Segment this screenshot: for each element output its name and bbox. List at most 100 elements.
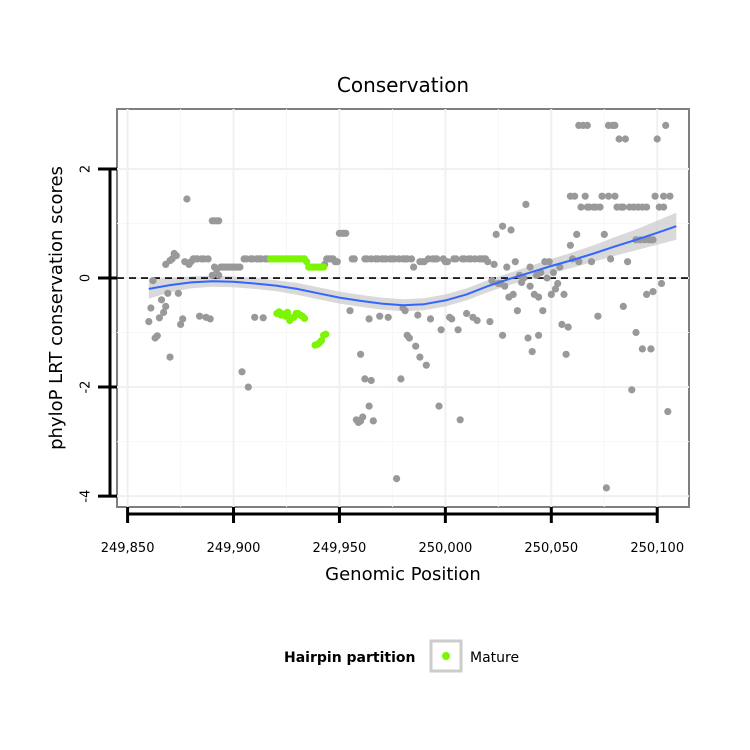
data-point <box>359 413 367 421</box>
data-point <box>499 222 507 230</box>
data-point <box>183 195 191 203</box>
smooth-trend-line <box>148 225 677 307</box>
data-point <box>660 192 668 200</box>
data-point <box>397 375 405 383</box>
data-point <box>361 375 369 383</box>
data-point <box>535 293 543 301</box>
data-point <box>638 345 647 353</box>
data-point <box>410 263 418 271</box>
data-point <box>473 316 481 325</box>
data-point <box>463 309 471 318</box>
data-point <box>522 200 530 208</box>
data-point <box>153 332 161 340</box>
data-point <box>426 315 435 323</box>
x-tick-label: 249,900 <box>207 541 261 556</box>
legend-label-mature: Mature <box>470 650 519 666</box>
data-point <box>145 318 153 326</box>
data-point <box>164 289 172 297</box>
data-point <box>664 408 672 416</box>
data-point <box>149 277 157 285</box>
data-point <box>157 296 166 304</box>
data-point <box>647 345 655 353</box>
data-point <box>556 263 564 271</box>
data-point <box>179 315 187 323</box>
data-point <box>484 258 492 266</box>
data-point <box>651 192 659 200</box>
data-point <box>598 192 606 200</box>
data-point <box>155 314 163 322</box>
data-point <box>174 289 182 297</box>
data-point <box>422 361 430 369</box>
data-point <box>215 271 223 279</box>
data-point <box>251 313 259 321</box>
data-point <box>649 236 657 244</box>
data-point <box>206 315 214 323</box>
data-point <box>564 323 572 331</box>
data-point <box>558 320 566 328</box>
data-point <box>535 331 543 339</box>
data-point <box>621 135 630 143</box>
data-point <box>600 230 608 238</box>
data-point <box>236 263 244 271</box>
data-point <box>414 311 422 319</box>
data-point <box>443 258 452 266</box>
x-tick-label: 249,850 <box>101 541 155 556</box>
data-point <box>490 260 498 268</box>
data-point <box>649 288 657 296</box>
data-point <box>416 353 424 361</box>
y-tick-label: -2 <box>79 381 94 394</box>
data-point <box>365 402 373 410</box>
data-point <box>587 258 596 266</box>
data-point <box>583 121 591 129</box>
data-point-mature <box>303 258 311 266</box>
data-point <box>604 192 613 200</box>
data-point <box>357 350 365 358</box>
data-point <box>177 320 185 328</box>
data-point <box>520 274 528 282</box>
data-point <box>488 277 496 285</box>
data-point <box>393 475 401 483</box>
data-point <box>632 328 640 337</box>
y-tick-label: 2 <box>79 165 94 173</box>
data-point <box>435 402 443 410</box>
data-point <box>350 255 358 263</box>
legend-key-mature-dot <box>442 652 450 660</box>
data-point <box>215 217 223 225</box>
x-tick-label: 250,100 <box>630 541 684 556</box>
y-axis: -4 -2 0 2 <box>79 165 117 503</box>
data-point <box>611 192 619 200</box>
data-point <box>619 203 627 211</box>
data-point <box>507 226 515 234</box>
data-point <box>166 353 174 361</box>
data-point <box>367 376 375 385</box>
data-point <box>448 315 456 323</box>
data-point <box>581 192 589 200</box>
data-point <box>259 314 267 322</box>
data-point <box>405 334 413 342</box>
data-point <box>660 203 668 211</box>
data-point <box>456 416 464 424</box>
data-point-mature <box>300 314 309 322</box>
data-point <box>401 307 409 315</box>
data-point <box>524 334 532 342</box>
legend-title: Hairpin partition <box>284 650 415 666</box>
data-point <box>577 203 585 211</box>
chart-title: Conservation <box>337 73 469 97</box>
y-tick-label: 0 <box>79 274 94 282</box>
data-point <box>208 271 216 279</box>
data-point <box>615 135 623 143</box>
data-point <box>657 279 666 288</box>
data-point <box>511 258 519 266</box>
data-point <box>407 255 416 263</box>
data-point <box>575 258 583 266</box>
data-point <box>566 241 575 249</box>
data-point <box>554 279 562 288</box>
data-point <box>628 386 636 394</box>
data-point <box>545 258 553 266</box>
data-point <box>643 203 651 211</box>
data-point-mature <box>317 337 325 345</box>
data-point <box>147 304 155 312</box>
data-point <box>492 230 500 238</box>
data-point <box>486 318 494 326</box>
data-point <box>547 290 555 298</box>
